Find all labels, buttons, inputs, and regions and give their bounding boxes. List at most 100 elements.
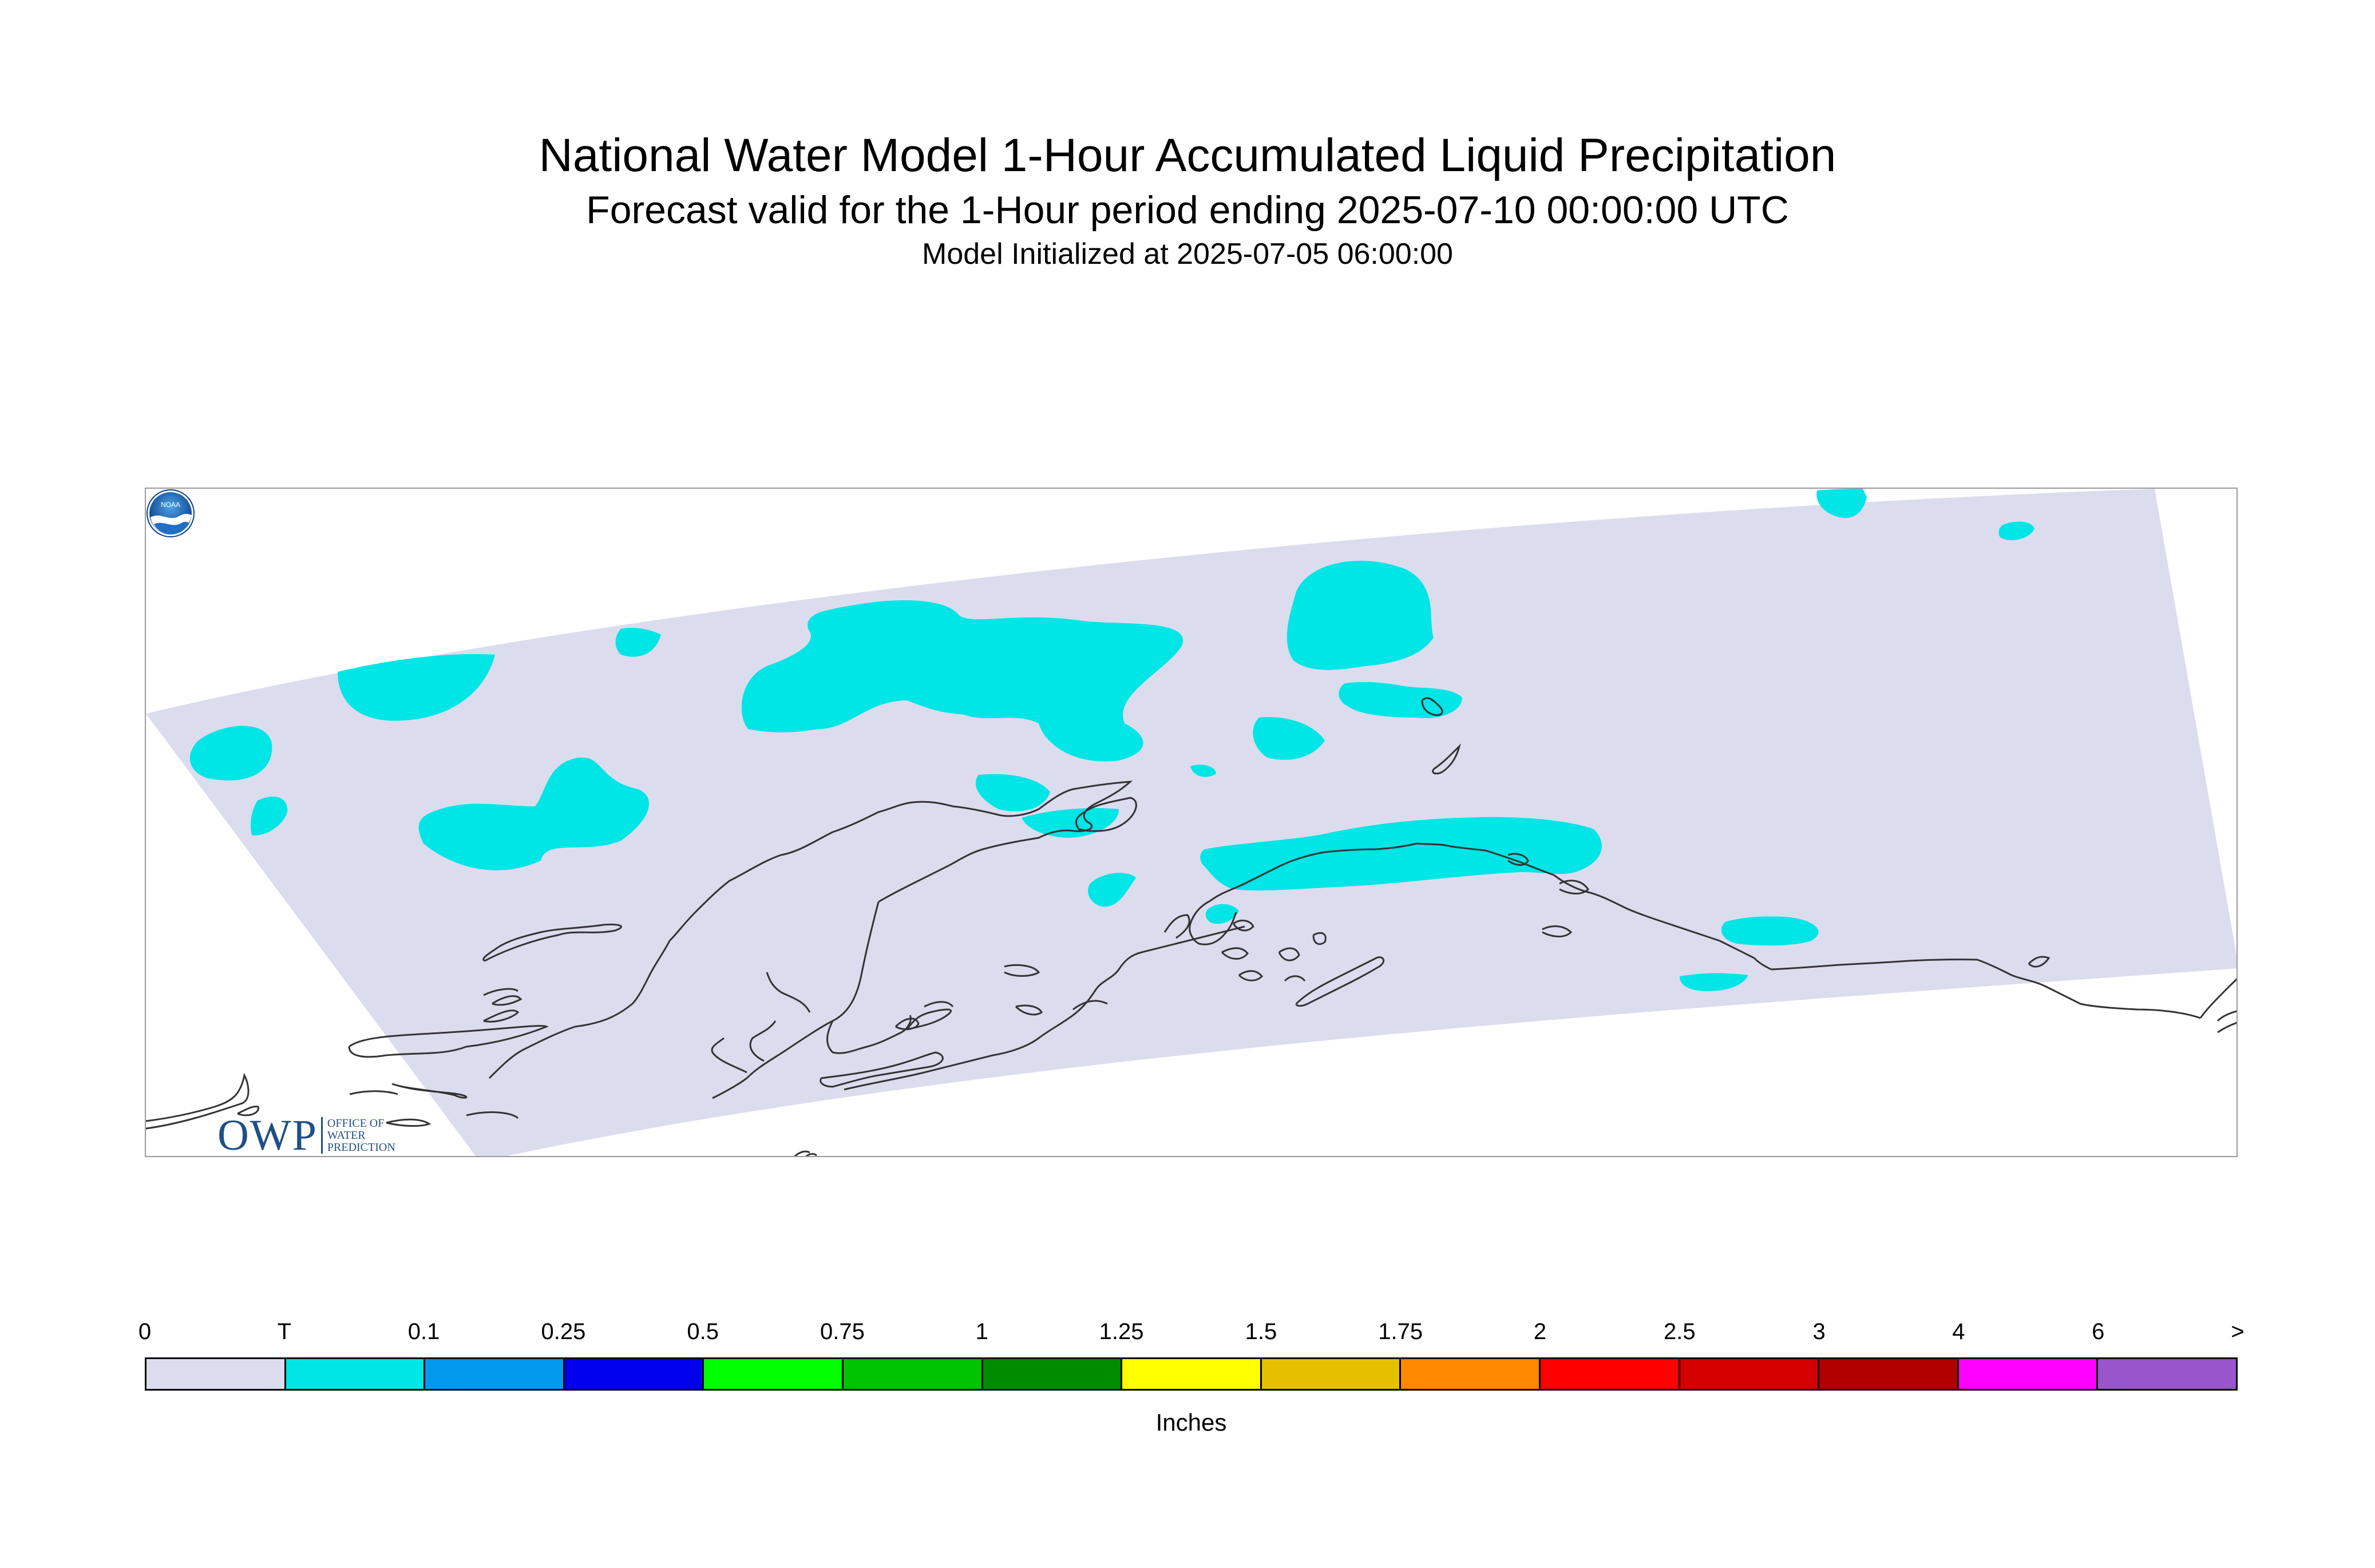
precip-area <box>1205 904 1239 924</box>
coastline <box>1221 947 1249 960</box>
coastline <box>1507 853 1529 866</box>
legend-tick-label: 0.75 <box>820 1319 865 1344</box>
coastline <box>488 781 1133 1079</box>
legend-tick-label: 0.25 <box>541 1319 586 1344</box>
precip-area <box>1339 682 1462 718</box>
legend-tick-label: T <box>277 1319 292 1344</box>
color-legend: 0 T 0.1 0.25 0.5 0.75 1 1.25 1.5 1.75 2 2.5 3 4 6 > Inc… <box>138 1317 2245 1436</box>
coastline <box>482 924 622 962</box>
coastline <box>146 1072 250 1130</box>
coastline <box>2217 1021 2237 1034</box>
coastline <box>924 1001 954 1008</box>
legend-tick-label: 2.5 <box>1663 1319 1696 1344</box>
coastline <box>1210 842 1554 902</box>
legend-swatch <box>425 1359 565 1389</box>
legend-swatch <box>843 1359 983 1389</box>
legend-tick-label: 1.25 <box>1099 1319 1144 1344</box>
owp-logo-line: Prediction <box>327 1141 395 1154</box>
model-init-label: Model Initialized at 2025-07-05 06:00:00 <box>922 237 1453 271</box>
coastline <box>766 972 811 1013</box>
precip-area <box>418 757 650 870</box>
legend-tick-labels: 0 T 0.1 0.25 0.5 0.75 1 1.25 1.5 1.75 2 2.5 3 4 6 > <box>138 1317 2245 1347</box>
legend-swatch <box>1122 1359 1262 1389</box>
coastline <box>1232 920 1254 932</box>
precip-area <box>251 796 288 836</box>
coastline <box>711 1037 747 1074</box>
map-canvas <box>146 489 2237 1156</box>
precip-area <box>1190 765 1216 777</box>
coastline <box>1004 964 1040 977</box>
coastline <box>826 901 912 1054</box>
legend-swatch <box>2098 1359 2236 1389</box>
coastline <box>1163 914 1190 939</box>
precip-area <box>615 628 661 657</box>
coastline <box>483 1009 520 1023</box>
coastline <box>794 1150 817 1156</box>
legend-swatch <box>564 1359 704 1389</box>
coastline <box>1278 947 1300 961</box>
legend-tick-label: 1 <box>975 1319 988 1344</box>
legend-color-bar <box>145 1357 2238 1391</box>
coastline <box>712 1020 833 1099</box>
precip-area <box>338 654 495 721</box>
legend-tick-label: 1.5 <box>1245 1319 1277 1344</box>
coastline <box>492 995 522 1006</box>
precip-area <box>1253 717 1325 760</box>
legend-tick-label: 4 <box>1952 1319 1965 1344</box>
coastline <box>1015 1004 1043 1016</box>
precip-area <box>741 600 1183 762</box>
coastline <box>2028 956 2051 968</box>
coastlines <box>146 697 2237 1156</box>
precip-area <box>1998 521 2034 540</box>
noaa-logo-text: NOAA <box>161 501 180 509</box>
precip-area <box>1816 489 1867 518</box>
legend-swatch <box>1819 1359 1959 1389</box>
coastline <box>1312 932 1327 945</box>
owp-logo-divider <box>320 1117 323 1154</box>
legend-tick-label: 6 <box>2092 1319 2105 1344</box>
coastline <box>1284 975 1306 982</box>
coastline <box>906 1008 952 1031</box>
legend-swatch <box>1540 1359 1680 1389</box>
coastline <box>386 1118 432 1127</box>
precip-area <box>1287 560 1434 670</box>
legend-swatch <box>1958 1359 2099 1389</box>
legend-swatch <box>147 1359 286 1389</box>
legend-tick-label: 0.1 <box>407 1319 440 1344</box>
owp-logo-mark: OWP <box>217 1111 318 1157</box>
noaa-logo: NOAA <box>147 489 195 537</box>
coastline <box>1542 925 1573 937</box>
legend-tick-label: 2 <box>1533 1319 1547 1344</box>
legend-tick-label: 0.5 <box>687 1319 719 1344</box>
precip-area <box>1680 973 1748 991</box>
coastline <box>466 1111 519 1119</box>
legend-swatch <box>1261 1359 1402 1389</box>
legend-swatch <box>704 1359 844 1389</box>
coastline <box>349 1090 398 1095</box>
coastline <box>1189 900 1237 945</box>
map-title: National Water Model 1-Hour Accumulated … <box>539 129 1836 181</box>
legend-tick-label: 3 <box>1812 1319 1826 1344</box>
coastline <box>2216 1010 2237 1022</box>
coastline <box>1432 743 1461 775</box>
coastline <box>348 1025 549 1058</box>
legend-units: Inches <box>1155 1409 1227 1436</box>
coastline <box>2199 978 2237 1019</box>
coastline <box>1771 959 2201 1019</box>
coastline <box>1295 956 1385 1007</box>
coastline <box>844 925 1245 1091</box>
owp-logo: OWP Office of Water Prediction <box>217 1111 395 1157</box>
coastline <box>1553 874 1772 971</box>
owp-logo-line: Water <box>327 1129 366 1142</box>
coastline <box>820 1051 944 1088</box>
precip-area <box>1200 817 1602 891</box>
precip-area <box>189 726 272 781</box>
coastline <box>1072 1000 1108 1011</box>
legend-swatch <box>286 1359 426 1389</box>
map-subtitle: Forecast valid for the 1-Hour period end… <box>586 188 1789 232</box>
coastline <box>1075 797 1137 832</box>
owp-logo-text: Office of Water Prediction <box>327 1117 395 1154</box>
precip-area <box>1088 873 1136 907</box>
precip-area <box>1721 916 1819 946</box>
legend-tick-label: 0 <box>138 1319 152 1344</box>
